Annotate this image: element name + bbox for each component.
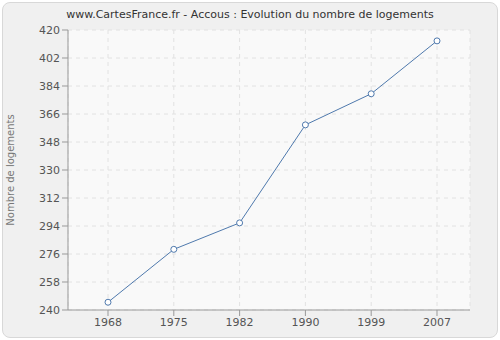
svg-text:1990: 1990 [291,316,319,329]
svg-text:1968: 1968 [94,316,122,329]
svg-text:402: 402 [39,52,60,65]
svg-text:276: 276 [39,248,60,261]
svg-text:294: 294 [39,220,60,233]
svg-text:348: 348 [39,136,60,149]
svg-text:366: 366 [39,108,60,121]
svg-text:1975: 1975 [160,316,188,329]
svg-text:240: 240 [39,304,60,317]
svg-text:2007: 2007 [423,316,451,329]
svg-text:312: 312 [39,192,60,205]
svg-text:330: 330 [39,164,60,177]
svg-text:1982: 1982 [226,316,254,329]
svg-text:258: 258 [39,276,60,289]
svg-text:420: 420 [39,24,60,37]
html-text:www.CartesFrance.fr - Accous :: www.CartesFrance.fr - Accous : Evolution… [66,8,434,21]
svg-text:Nombre de logements: Nombre de logements [8,114,16,225]
svg-text:1999: 1999 [357,316,385,329]
svg-text:384: 384 [39,80,60,93]
